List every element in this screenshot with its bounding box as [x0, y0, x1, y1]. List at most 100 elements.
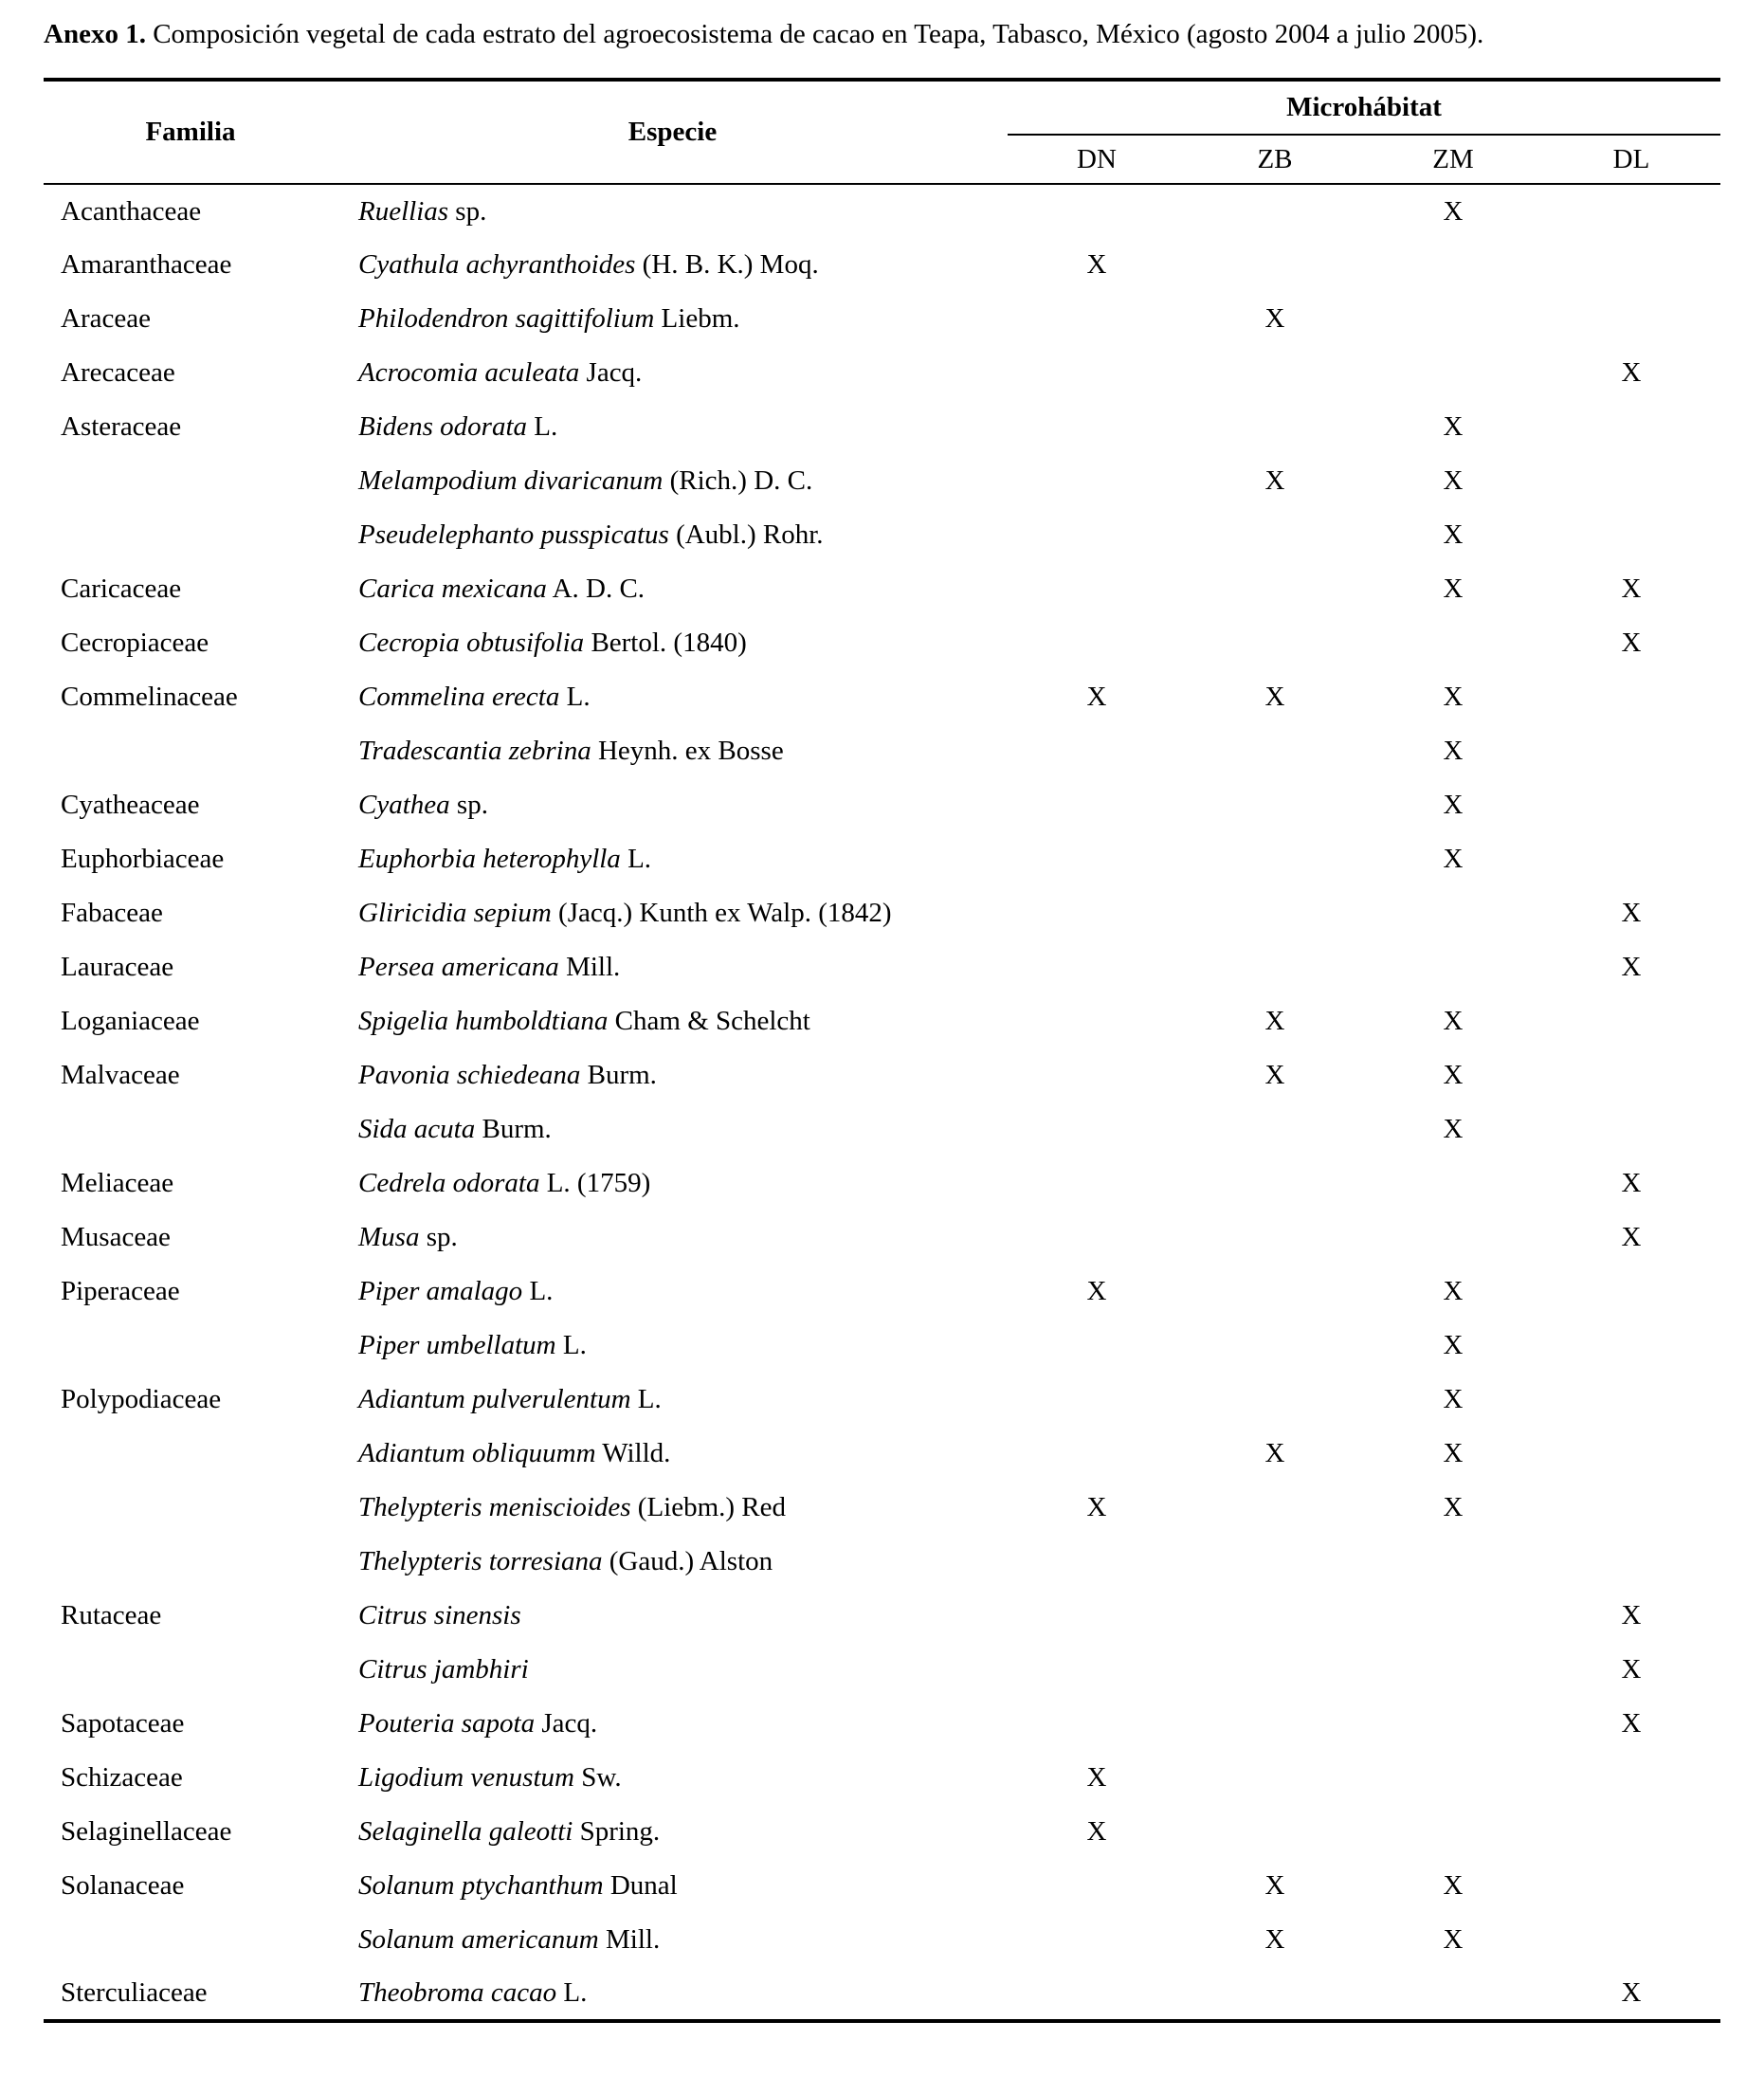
mark-zb-cell: X [1264, 1438, 1285, 1469]
mark-dl-cell [1542, 1535, 1720, 1589]
species-authority: sp. [448, 195, 487, 227]
species-row: Sterculiaceae Theobroma cacao L. X [44, 1967, 1720, 2021]
mark-zb-cell [1186, 616, 1364, 670]
species-name: Euphorbia heterophylla [358, 844, 621, 875]
mark-zm-cell: X [1443, 844, 1464, 875]
mark-zm-cell: X [1443, 1384, 1464, 1415]
familia-cell [44, 1427, 337, 1481]
species-row: Cecropiaceae Cecropia obtusifolia Bertol… [44, 616, 1720, 670]
species-row: Araceae Philodendron sagittifolium Liebm… [44, 292, 1720, 346]
species-authority: Mill. [558, 952, 621, 983]
header-microhabitat: Microhábitat [1008, 80, 1720, 137]
table-body: Acanthaceae Ruellias sp. X Amaranthaceae… [44, 184, 1720, 2021]
mark-dn-cell [1008, 1535, 1186, 1589]
familia-cell: Arecaceae [61, 357, 175, 389]
species-cell: Ligodium venustum Sw. [337, 1751, 1008, 1805]
mark-zm-cell: X [1443, 736, 1464, 767]
mark-dl-cell [1542, 1319, 1720, 1373]
species-cell: Cecropia obtusifolia Bertol. (1840) [337, 616, 1008, 670]
species-name: Carica mexicana [358, 574, 547, 605]
species-authority: Heynh. ex Bosse [591, 736, 784, 767]
mark-dl-cell: X [1621, 952, 1642, 983]
mark-zb-cell [1186, 508, 1364, 562]
mark-zb-cell: X [1264, 682, 1285, 713]
header-zm: ZM [1432, 143, 1474, 174]
species-name: Pavonia schiedeana [358, 1060, 581, 1091]
mark-zb-cell [1186, 1211, 1364, 1265]
mark-zm-cell [1364, 1697, 1542, 1751]
mark-dl-cell [1542, 1481, 1720, 1535]
species-row: Acanthaceae Ruellias sp. X [44, 184, 1720, 238]
mark-zb-cell [1186, 1481, 1364, 1535]
species-row: Thelypteris meniscioides (Liebm.) Red X … [44, 1481, 1720, 1535]
species-cell: Pavonia schiedeana Burm. [337, 1048, 1008, 1102]
species-name: Ligodium venustum [358, 1762, 574, 1794]
mark-dn-cell [1008, 562, 1186, 616]
species-row: Malvaceae Pavonia schiedeana Burm. X X [44, 1048, 1720, 1102]
mark-zb-cell: X [1264, 303, 1285, 335]
mark-dn-cell [1008, 454, 1186, 508]
mark-zm-cell [1364, 1967, 1542, 2021]
mark-dl-cell [1542, 1913, 1720, 1967]
mark-dl-cell [1542, 670, 1720, 724]
species-cell: Thelypteris torresiana (Gaud.) Alston [337, 1535, 1008, 1589]
species-authority: L. [559, 682, 591, 713]
species-cell: Melampodium divaricanum (Rich.) D. C. [337, 454, 1008, 508]
mark-zm-cell [1364, 616, 1542, 670]
mark-dn-cell: X [1086, 682, 1107, 713]
mark-dn-cell [1008, 1967, 1186, 2021]
species-authority: L. [555, 1330, 587, 1361]
species-name: Musa [358, 1222, 420, 1253]
familia-cell: Selaginellaceae [61, 1816, 232, 1848]
familia-cell: Asteraceae [61, 411, 182, 443]
familia-cell: Rutaceae [61, 1600, 162, 1631]
species-row: Lauraceae Persea americana Mill. X [44, 940, 1720, 994]
species-cell: Acrocomia aculeata Jacq. [337, 346, 1008, 400]
mark-dn-cell [1008, 184, 1186, 238]
header-especie: Especie [627, 117, 718, 148]
mark-zb-cell: X [1264, 465, 1285, 497]
species-name: Selaginella galeotti [358, 1816, 573, 1848]
mark-zb-cell [1186, 886, 1364, 940]
mark-dl-cell: X [1621, 357, 1642, 389]
species-authority: (H. B. K.) Moq. [635, 249, 819, 281]
mark-zb-cell [1186, 346, 1364, 400]
mark-dl-cell: X [1621, 1977, 1642, 2009]
mark-zm-cell: X [1443, 790, 1464, 821]
mark-zm-cell [1364, 1805, 1542, 1859]
species-cell: Commelina erecta L. [337, 670, 1008, 724]
mark-zb-cell [1186, 1102, 1364, 1156]
species-row: Sida acuta Burm. X [44, 1102, 1720, 1156]
species-row: Loganiaceae Spigelia humboldtiana Cham &… [44, 994, 1720, 1048]
mark-dn-cell [1008, 994, 1186, 1048]
mark-zb-cell: X [1264, 1870, 1285, 1902]
species-authority: L. (1759) [539, 1168, 651, 1199]
species-authority: Cham & Schelcht [608, 1006, 810, 1037]
mark-zb-cell: X [1264, 1924, 1285, 1956]
mark-zm-cell [1364, 1751, 1542, 1805]
species-name: Melampodium divaricanum [358, 465, 664, 497]
species-row: Arecaceae Acrocomia aculeata Jacq. X [44, 346, 1720, 400]
mark-dn-cell [1008, 886, 1186, 940]
species-name: Cedrela odorata [358, 1168, 540, 1199]
mark-dl-cell [1542, 1805, 1720, 1859]
familia-cell: Fabaceae [61, 898, 163, 929]
mark-dl-cell [1542, 1265, 1720, 1319]
familia-cell: Cyatheaceae [61, 790, 200, 821]
header-familia: Familia [145, 117, 236, 148]
species-authority: (Gaud.) Alston [602, 1546, 773, 1577]
mark-zb-cell [1186, 1967, 1364, 2021]
mark-zb-cell [1186, 184, 1364, 238]
mark-zm-cell [1364, 292, 1542, 346]
species-cell: Thelypteris meniscioides (Liebm.) Red [337, 1481, 1008, 1535]
mark-zb-cell [1186, 832, 1364, 886]
mark-dl-cell [1542, 994, 1720, 1048]
mark-dl-cell: X [1621, 898, 1642, 929]
species-name: Cyathea [358, 790, 450, 821]
header-row-sub: DN ZB ZM DL [44, 135, 1720, 184]
species-row: Solanum americanum Mill. X X [44, 1913, 1720, 1967]
mark-zm-cell: X [1443, 1492, 1464, 1523]
species-name: Solanum americanum [358, 1924, 599, 1956]
species-row: Fabaceae Gliricidia sepium (Jacq.) Kunth… [44, 886, 1720, 940]
species-row: Cyatheaceae Cyathea sp. X [44, 778, 1720, 832]
